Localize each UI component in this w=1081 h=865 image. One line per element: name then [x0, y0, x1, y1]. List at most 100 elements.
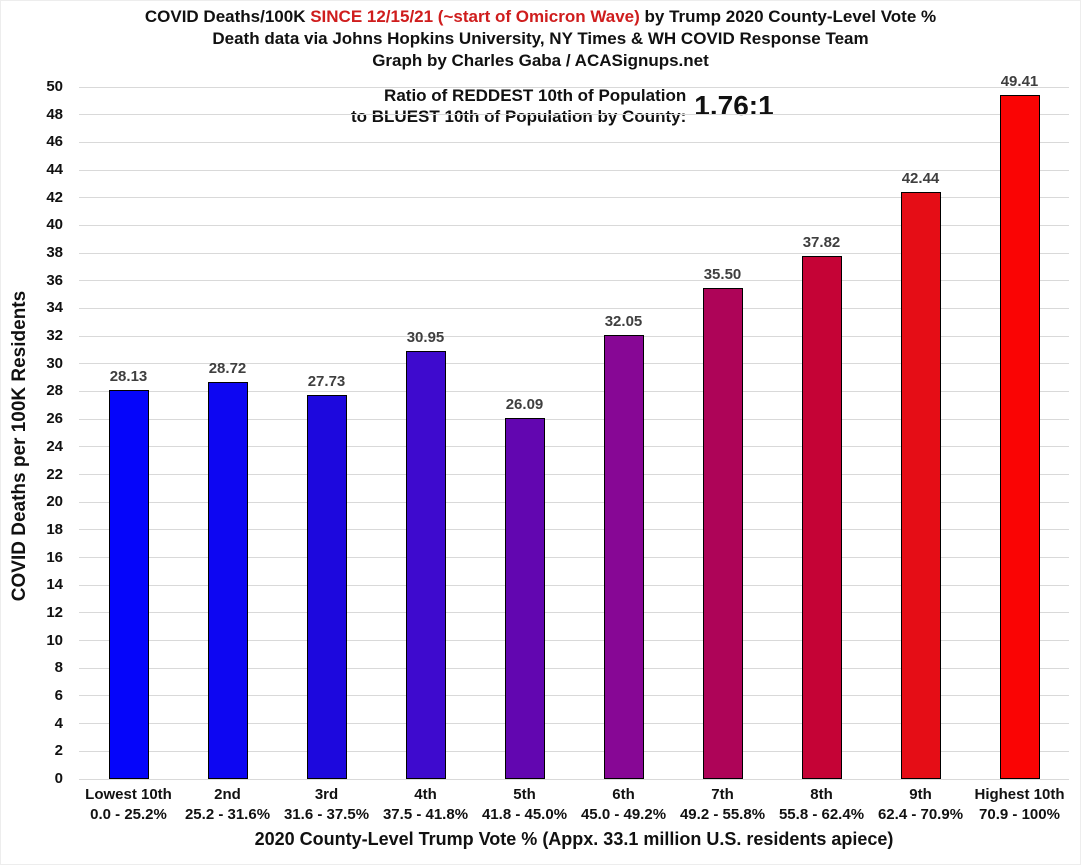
gridline: [79, 224, 1069, 226]
y-tick-label: 50: [46, 78, 63, 95]
y-tick-label: 14: [46, 576, 63, 594]
gridline: [79, 86, 1069, 88]
x-category-name: 3rd: [314, 786, 339, 803]
plot-area: 28.13 28.72 27.73 30.95 26.09 32.05 35.50 37.82…: [79, 73, 1069, 780]
chart-subtitle: Death data via Johns Hopkins University,…: [212, 29, 869, 48]
x-axis-category-labels: Lowest 10th 0.0 - 25.2% 2nd 25.2 - 31.6% 3rd…: [79, 785, 1069, 827]
x-category-range: 49.2 - 55.8%: [679, 806, 766, 823]
bar: [603, 335, 644, 779]
gridline: [79, 197, 1069, 199]
bar: [108, 389, 149, 779]
gridline: [79, 252, 1069, 254]
bar-value-label: 35.50: [703, 265, 742, 283]
x-category-label: 4th 37.5 - 41.8%: [376, 785, 475, 825]
x-category-range: 37.5 - 41.8%: [382, 806, 469, 823]
y-tick-label: 10: [46, 631, 63, 649]
y-tick-label: 0: [54, 770, 63, 787]
y-axis-tick-labels: 0 2 4 6 8 10 12 14 16 18 20 22 24 26 28 30 32 34 36 38 40 42 4…: [1, 78, 71, 787]
x-category-label: 5th 41.8 - 45.0%: [475, 785, 574, 825]
bar-value-label: 49.41: [1000, 73, 1039, 91]
gridline: [79, 446, 1069, 448]
x-category-name: 2nd: [214, 786, 241, 803]
gridline: [79, 723, 1069, 725]
gridline: [79, 584, 1069, 586]
bar: [306, 395, 347, 779]
x-category-range: 25.2 - 31.6%: [184, 806, 271, 823]
chart-title-part2: by Trump 2020 County-Level Vote %: [639, 7, 937, 26]
y-tick-label: 46: [46, 133, 63, 151]
y-tick-label: 38: [46, 244, 63, 262]
y-tick-label: 18: [46, 520, 63, 538]
chart-title: COVID Deaths/100K SINCE 12/15/21 (~start…: [1, 6, 1080, 28]
bar-value-label: 26.09: [505, 395, 544, 413]
gridline: [79, 501, 1069, 503]
bar-value-label: 28.72: [208, 359, 247, 377]
gridline: [79, 529, 1069, 531]
y-tick-label: 28: [46, 382, 63, 400]
bar-value-label: 42.44: [901, 169, 940, 187]
gridline: [79, 667, 1069, 669]
gridline: [79, 363, 1069, 365]
x-category-name: Lowest 10th: [85, 786, 172, 803]
gridline: [79, 114, 1069, 116]
y-tick-label: 6: [54, 686, 63, 704]
gridline: [79, 640, 1069, 642]
bar: [207, 381, 248, 779]
y-tick-label: 8: [54, 659, 63, 677]
gridline: [79, 612, 1069, 614]
y-tick-label: 26: [46, 410, 63, 428]
y-tick-label: 34: [46, 299, 63, 317]
y-tick-label: 12: [46, 603, 63, 621]
x-category-range: 0.0 - 25.2%: [90, 806, 167, 823]
gridline: [79, 474, 1069, 476]
gridline: [79, 557, 1069, 559]
x-category-label: 9th 62.4 - 70.9%: [871, 785, 970, 825]
y-tick-label: 24: [46, 437, 63, 455]
x-category-name: 5th: [513, 786, 536, 803]
gridline: [79, 141, 1069, 143]
bar-value-label: 30.95: [406, 328, 445, 346]
bar-value-label: 32.05: [604, 313, 643, 331]
x-category-label: Lowest 10th 0.0 - 25.2%: [79, 785, 178, 825]
y-tick-label: 20: [46, 493, 63, 511]
gridline: [79, 390, 1069, 392]
x-category-name: 9th: [909, 786, 932, 803]
bar: [900, 191, 941, 779]
x-category-name: 4th: [414, 786, 437, 803]
x-category-label: 6th 45.0 - 49.2%: [574, 785, 673, 825]
y-tick-label: 44: [46, 161, 63, 179]
y-tick-label: 36: [46, 271, 63, 289]
x-category-label: 2nd 25.2 - 31.6%: [178, 785, 277, 825]
bar: [801, 255, 842, 779]
x-category-range: 62.4 - 70.9%: [877, 806, 964, 823]
y-tick-label: 22: [46, 465, 63, 483]
gridline: [79, 335, 1069, 337]
chart-title-part1: COVID Deaths/100K: [144, 7, 311, 26]
gridline: [79, 418, 1069, 420]
bar-value-label: 28.13: [109, 367, 148, 385]
chart-title-highlight: SINCE 12/15/21 (~start of Omicron Wave): [310, 7, 640, 26]
gridline: [79, 307, 1069, 309]
x-category-range: 31.6 - 37.5%: [283, 806, 370, 823]
bar: [504, 417, 545, 779]
ratio-annotation-line2: to BLUEST 10th of Population by County:: [351, 107, 687, 126]
y-tick-label: 16: [46, 548, 63, 566]
x-category-range: 55.8 - 62.4%: [778, 806, 865, 823]
gridline: [79, 169, 1069, 171]
y-tick-label: 48: [46, 105, 63, 123]
ratio-annotation-line1: Ratio of REDDEST 10th of Population: [384, 86, 687, 105]
bar: [702, 287, 743, 779]
bar: [999, 95, 1040, 779]
x-category-name: Highest 10th: [974, 786, 1065, 803]
x-axis-title: 2020 County-Level Trump Vote % (Appx. 33…: [254, 829, 894, 849]
x-category-name: 8th: [810, 786, 833, 803]
gridline: [79, 695, 1069, 697]
bar-value-label: 37.82: [802, 233, 841, 251]
y-tick-label: 2: [54, 742, 63, 760]
x-category-name: 6th: [612, 786, 635, 803]
gridline: [79, 280, 1069, 282]
ratio-annotation-text: Ratio of REDDEST 10th of Population to B…: [351, 85, 686, 127]
x-category-range: 70.9 - 100%: [979, 806, 1060, 823]
x-category-label: 7th 49.2 - 55.8%: [673, 785, 772, 825]
